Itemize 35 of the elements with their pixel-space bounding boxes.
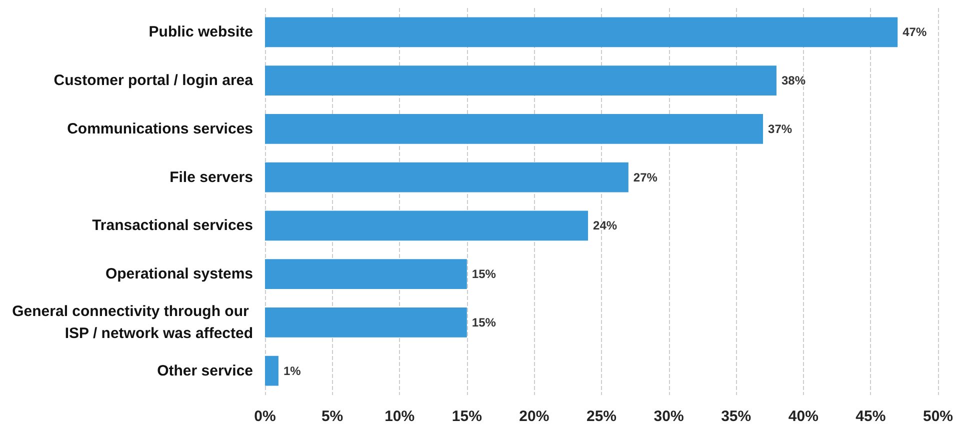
data-label: 15%: [472, 315, 496, 330]
data-label: 38%: [781, 74, 806, 88]
x-tick-label: 40%: [788, 408, 818, 425]
data-label: 27%: [633, 170, 658, 184]
y-tick-label: Public website: [148, 24, 253, 41]
data-label: 24%: [593, 218, 618, 233]
x-tick-label: 45%: [856, 408, 886, 425]
x-tick-label: 0%: [254, 408, 276, 425]
bar: [265, 356, 278, 386]
y-tick-label: Communications services: [67, 120, 253, 138]
y-tick-label: File servers: [170, 168, 253, 186]
y-tick-label: Customer portal / login area: [54, 72, 254, 90]
bar: [265, 259, 467, 290]
x-tick-label: 20%: [519, 408, 550, 425]
x-tick-label: 35%: [721, 408, 752, 425]
y-tick-label: Other service: [157, 362, 253, 380]
x-tick-label: 10%: [384, 408, 415, 425]
x-tick-label: 25%: [586, 408, 617, 425]
x-tick-label: 50%: [922, 408, 954, 425]
x-tick-label: 5%: [321, 408, 344, 425]
x-tick-label: 15%: [452, 408, 482, 425]
bar: [265, 307, 467, 338]
bar: [265, 114, 764, 144]
bar: [265, 210, 588, 241]
data-label: 15%: [472, 267, 496, 282]
y-tick-label: General connectivity through our ISP / network was affected: [12, 302, 253, 342]
data-label: 47%: [902, 25, 927, 40]
data-label: 1%: [283, 364, 302, 378]
bar: [265, 162, 628, 192]
x-tick-label: 30%: [654, 408, 684, 425]
bar: [265, 66, 776, 96]
y-tick-label: Transactional services: [92, 217, 253, 234]
bar: [265, 17, 898, 48]
y-tick-label: Operational systems: [105, 266, 253, 283]
data-label: 37%: [768, 122, 792, 136]
